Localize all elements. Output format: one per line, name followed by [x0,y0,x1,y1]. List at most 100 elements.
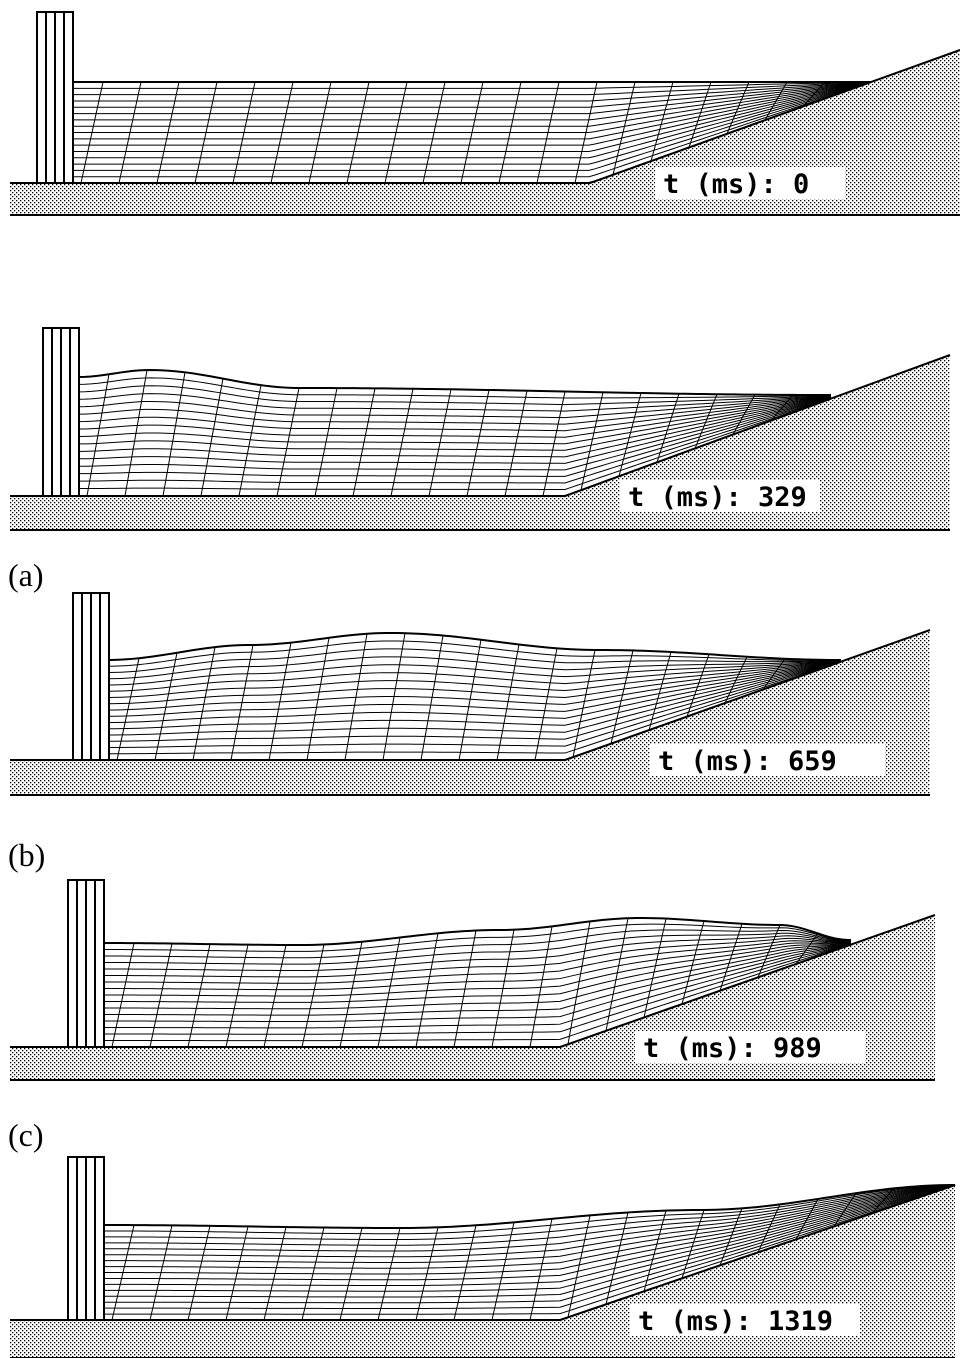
mesh-column [428,389,452,497]
mesh-layer [73,82,866,152]
mesh-column [726,81,750,134]
mesh-column [306,637,330,761]
mesh-column [149,1225,173,1321]
mesh-layer [103,1185,951,1286]
mesh-layer [108,660,841,686]
mesh-column [757,924,781,978]
mesh-layer [108,648,841,673]
mesh-column [384,81,408,184]
mesh-column [795,1198,819,1240]
mesh-column [339,1227,363,1321]
mesh-layer [78,398,831,490]
mesh-column [770,394,794,421]
mesh-column [871,1188,895,1214]
mesh-layer [108,660,841,730]
mesh-column [802,81,826,107]
mesh-column [795,933,819,965]
label-box [650,744,885,776]
mesh-layer [73,81,866,102]
mesh-layer [78,396,831,451]
mesh-column [542,391,566,497]
mesh-column [567,1215,591,1318]
mesh-layer [103,940,851,984]
label-box [635,1031,865,1063]
mesh-column [681,920,705,1005]
mesh-column [263,944,287,1048]
mesh-layer [78,385,831,406]
mesh-layer [108,661,841,755]
mesh-column [339,941,363,1048]
mesh-column [719,1208,743,1266]
mesh-column [238,385,262,497]
mesh-layer [103,943,851,1029]
mesh-layer [108,660,841,705]
mesh-column [314,387,338,497]
mesh-column [352,388,376,497]
mesh-column [154,652,178,761]
mesh-layer [103,943,851,1022]
mesh-column [80,81,104,184]
mesh-layer [78,396,831,458]
mesh-layer [108,661,841,742]
mesh-layer [73,82,866,133]
frames: t (ms): 0 t (ms): 329 t (ms): 659 t (ms): 9… [10,11,960,1358]
mesh-column [618,392,642,477]
time-label: t (ms): 1319 [638,1306,833,1337]
mesh-layer [103,941,851,991]
time-label: t (ms): 329 [628,482,807,513]
mesh-column [688,81,712,148]
mesh-column [496,644,520,761]
mesh-layer [73,82,866,121]
mesh-layer [103,1186,951,1315]
mesh-column [529,926,553,1048]
mesh-column [764,81,788,121]
mesh-layer [73,81,866,89]
mesh-layer [108,660,841,723]
mesh-layer [108,660,841,717]
frame: t (ms): 659 [10,592,931,796]
mesh-column [86,374,110,497]
frame: t (ms): 329 [10,327,951,531]
mesh-column [534,648,558,761]
mesh-layer [78,397,831,464]
mesh-column [111,943,135,1048]
time-label: t (ms): 659 [658,746,837,777]
mesh-column [118,81,142,184]
mesh-column [301,944,325,1048]
caption: (a) [8,557,44,593]
mesh-column [643,918,667,1018]
mesh-layer [103,1185,951,1258]
caption: (b) [8,837,45,873]
mesh-layer [78,377,831,399]
mesh-column [574,81,598,184]
mesh-layer [78,395,831,432]
mesh-column [504,390,528,497]
mesh-column [529,1218,553,1321]
frame: t (ms): 0 [10,11,960,216]
mesh-column [156,81,180,184]
mesh-layer [103,942,851,1003]
mesh-layer [78,393,831,412]
mesh-column [415,1227,439,1321]
mesh-layer [108,660,841,698]
mesh-layer [103,1184,951,1235]
mesh-column [567,921,591,1045]
mesh-column [187,1225,211,1321]
caption: (c) [8,1117,44,1153]
mesh-layer [78,396,831,438]
mesh-column [605,918,629,1031]
mesh-column [346,81,370,184]
mesh-layer [78,395,831,419]
mesh-layer [78,396,831,445]
mesh-column [268,642,292,761]
mesh-column [194,81,218,184]
mesh-column [382,633,406,761]
mesh-column [377,937,401,1048]
mesh-column [420,635,444,761]
fluid [103,1184,956,1321]
mesh-layer [103,932,851,965]
mesh-column [724,656,748,704]
mesh-column [308,81,332,184]
mesh-layer [103,1184,951,1246]
mesh-column [453,930,477,1048]
